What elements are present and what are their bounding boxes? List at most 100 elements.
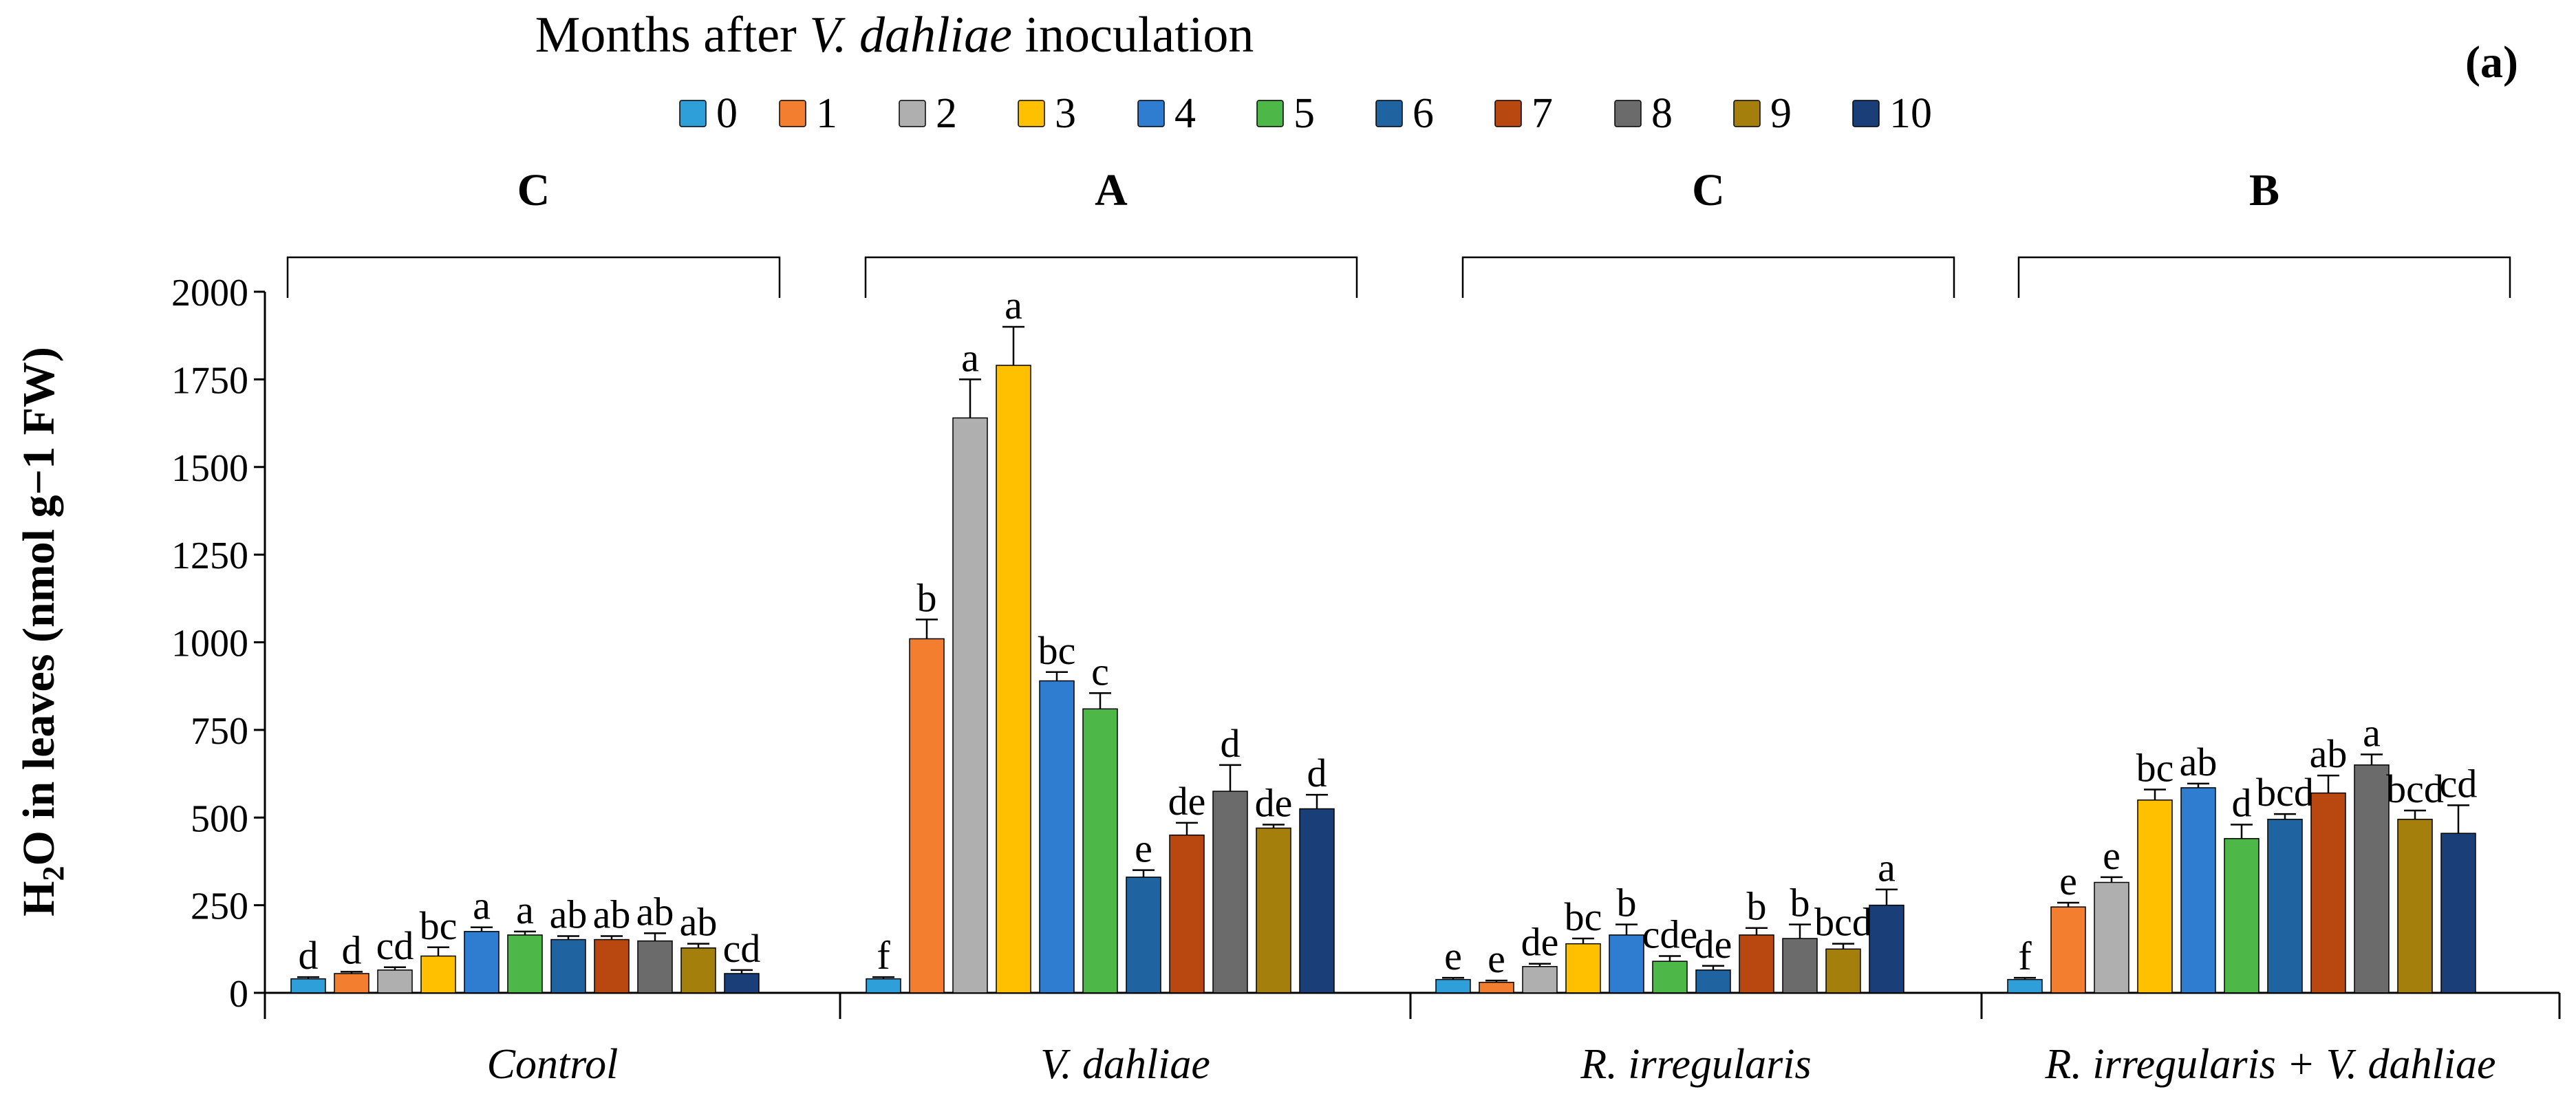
- legend-item-9: 9: [1733, 90, 1792, 137]
- bar: [1126, 877, 1161, 994]
- legend-item-6: 6: [1375, 90, 1434, 137]
- legend-label: 0: [716, 90, 738, 137]
- bar: [1522, 966, 1558, 994]
- bar: [1082, 708, 1118, 994]
- bar: [377, 969, 413, 994]
- legend-item-10: 10: [1852, 90, 1932, 137]
- legend-label: 7: [1532, 90, 1553, 137]
- bar: [2050, 906, 2086, 994]
- bar-significance-letter: a: [961, 335, 979, 380]
- bar: [724, 973, 760, 994]
- bar-significance-letter: de: [1168, 779, 1206, 824]
- bar-significance-letter: bcd: [2386, 766, 2444, 811]
- legend-item-3: 3: [1018, 90, 1076, 137]
- bar-significance-letter: ab: [680, 900, 718, 945]
- bar: [507, 934, 543, 994]
- bar-significance-letter: a: [516, 888, 534, 932]
- bar-significance-letter: bc: [1565, 894, 1602, 939]
- group-significance-letter: B: [2249, 165, 2279, 215]
- bar: [2440, 833, 2476, 994]
- group-significance-letter: C: [517, 165, 550, 215]
- bar: [1256, 827, 1291, 994]
- y-tick-label: 500: [191, 797, 248, 840]
- bar-significance-letter: a: [1005, 283, 1022, 328]
- legend-label: 5: [1294, 90, 1315, 137]
- bar-significance-letter: bcd: [1814, 900, 1872, 945]
- legend-label: 3: [1055, 90, 1076, 137]
- bar: [909, 638, 945, 994]
- x-category-label: Control: [487, 1041, 619, 1088]
- legend-item-7: 7: [1494, 90, 1553, 137]
- bar-significance-letter: a: [473, 883, 491, 928]
- bar-significance-letter: f: [2018, 934, 2032, 978]
- bar: [334, 973, 369, 994]
- group-bracket: [286, 256, 781, 298]
- x-category-label: R. irregularis: [1580, 1041, 1811, 1088]
- bar: [464, 931, 500, 994]
- legend-swatch: [1375, 100, 1403, 127]
- legend-swatch: [1256, 100, 1284, 127]
- group-significance-letter: A: [1095, 165, 1128, 215]
- bar-significance-letter: d: [1221, 721, 1241, 766]
- bar-significance-letter: ab: [2310, 731, 2348, 776]
- y-tick-label: 0: [229, 973, 248, 1016]
- y-tick-label: 2000: [171, 272, 248, 314]
- bar-significance-letter: d: [299, 933, 319, 978]
- y-axis-label-rest: in leaves (nmol g−1 FW): [14, 347, 64, 830]
- legend-item-4: 4: [1137, 90, 1196, 137]
- group-bracket: [1461, 256, 1955, 298]
- bar-significance-letter: a: [1878, 846, 1896, 890]
- bar: [680, 947, 716, 994]
- bar-significance-letter: cd: [723, 926, 761, 971]
- panel-label: (a): [2465, 37, 2518, 87]
- legend-label: 9: [1770, 90, 1792, 137]
- y-tick-label: 1750: [171, 359, 248, 402]
- bar: [550, 938, 586, 994]
- legend-title-prefix: Months after: [535, 7, 810, 63]
- bar-significance-letter: bc: [420, 903, 458, 948]
- bar-significance-letter: cd: [2440, 761, 2478, 806]
- legend-label: 1: [816, 90, 837, 137]
- bar: [1169, 834, 1205, 994]
- bar-significance-letter: bc: [1038, 628, 1076, 673]
- bar: [996, 365, 1031, 994]
- group-bracket: [2017, 256, 2511, 298]
- legend-label: 10: [1889, 90, 1932, 137]
- bar-significance-letter: b: [917, 575, 937, 620]
- legend-title-italic: V. dahliae: [809, 7, 1012, 63]
- legend-label: 2: [936, 90, 957, 137]
- bar: [1869, 904, 1904, 994]
- y-tick-label: 1000: [171, 623, 248, 665]
- legend-swatch: [679, 100, 707, 127]
- legend-title: Months after V. dahliae inoculation: [535, 7, 1254, 63]
- legend-item-2: 2: [899, 90, 957, 137]
- bar-significance-letter: a: [2363, 711, 2381, 755]
- bar: [1782, 938, 1818, 994]
- legend-swatch: [1852, 100, 1880, 127]
- y-axis-label: H2O in leaves (nmol g−1 FW): [14, 347, 70, 916]
- bar: [2094, 881, 2129, 994]
- bar-significance-letter: b: [1790, 881, 1810, 925]
- bar: [1825, 948, 1861, 994]
- bar-significance-letter: de: [1255, 780, 1293, 825]
- bar-significance-letter: ab: [550, 892, 588, 936]
- bar: [1479, 981, 1514, 994]
- bar: [2267, 819, 2303, 994]
- bar-significance-letter: e: [1135, 826, 1152, 871]
- bar: [1609, 934, 1644, 994]
- bar-significance-letter: bc: [2136, 745, 2174, 790]
- legend-item-8: 8: [1614, 90, 1673, 137]
- bar-significance-letter: d: [1307, 751, 1327, 795]
- group-bracket: [864, 256, 1358, 298]
- legend-label: 4: [1174, 90, 1196, 137]
- y-tick-label: 250: [191, 886, 248, 928]
- axes: 0 250 500 750 1000 1250 1500 1750 2000: [171, 272, 2561, 1019]
- bar-significance-letter: d: [342, 927, 362, 972]
- bar: [1212, 791, 1248, 994]
